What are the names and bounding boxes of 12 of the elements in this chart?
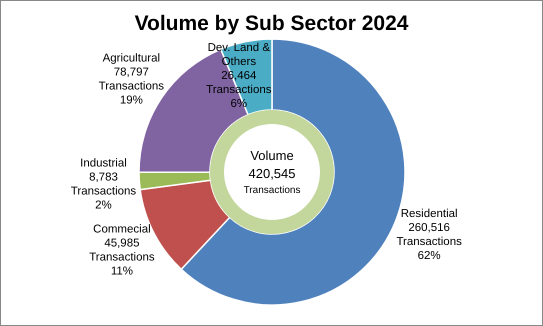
text: 420,545 <box>248 166 296 181</box>
text: Volume <box>250 148 294 163</box>
slice-label: Residential <box>400 208 458 220</box>
data-label: 45,985 Transactions 11% <box>89 237 155 278</box>
data-label: 260,516 Transactions 62% <box>396 222 462 262</box>
text: Transactions <box>244 185 300 196</box>
data-label: 78,797 Transactions 19% <box>98 66 164 106</box>
data-label: 8,783 Transactions 2% <box>70 171 136 212</box>
slice-label: Industrial <box>80 157 127 170</box>
slice-label: Commecial <box>93 223 151 236</box>
slice-label: Agricultural <box>102 52 160 64</box>
chart-title: Volume by Sub Sector 2024 <box>134 12 409 35</box>
